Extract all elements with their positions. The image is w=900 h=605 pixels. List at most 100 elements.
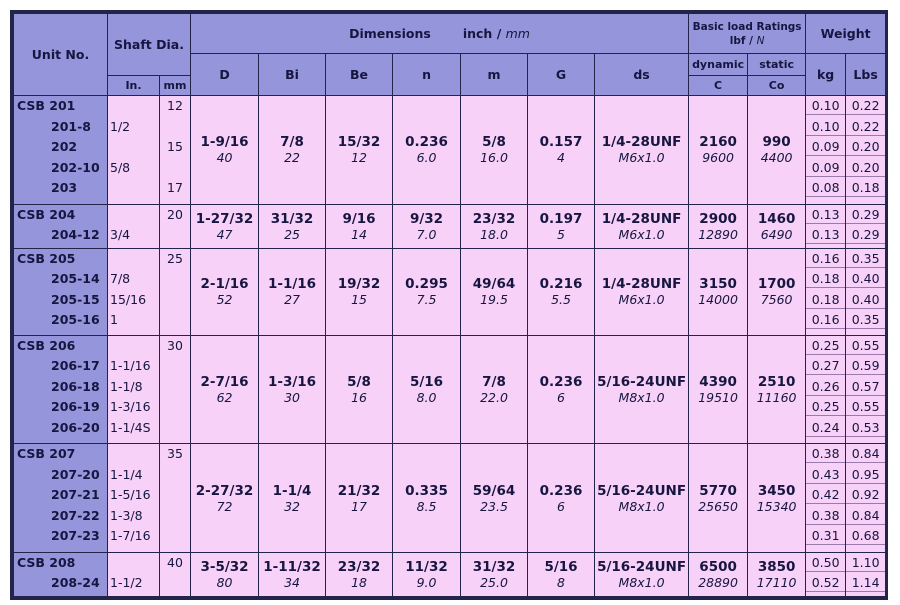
shaft-mm-value [161,397,190,418]
shaft-mm-value: 15 [167,139,183,154]
weight-kg-value: 0.31 [806,526,845,547]
unit-no: CSB 208 [17,554,76,570]
d-inch-value: 2-27/32 [195,482,254,499]
shaft-in-value [109,178,159,199]
m-metric-value: 22.0 [480,390,508,405]
dynamic-metric-value: 25650 [698,498,738,514]
shaft-in-value [109,205,159,225]
be-inch-value: 19/32 [337,276,381,293]
weight-lbs-value: 0.22 [846,96,885,116]
d-metric-value: 62 [216,390,233,405]
shaft-in-value [109,249,159,269]
shaft-mm-value [161,356,190,377]
static-inch-value: 3450 [757,482,796,499]
bi-inch-value: 31/32 [270,210,314,227]
weight-kg-cell: 0.16 0.18 0.18 0.16 [805,247,847,336]
unit-no: 207-21 [51,487,100,503]
weight-lbs-cell: 0.55 0.59 0.57 0.55 0.53 [845,334,887,445]
dynamic-inch-value: 3150 [699,276,737,293]
g-inch-value: 5/16 [544,558,578,575]
header-col-ds: ds [594,53,690,96]
unit-no-cell: CSB 206 206-17 206-18 206-19 206-20 [13,334,108,445]
unit-no: CSB 206 [17,337,76,353]
d-inch-value: 2-1/16 [200,276,249,293]
dim-cell-dynamic: 5770 25650 [688,443,749,553]
m-inch-value: 31/32 [472,558,516,575]
ds-metric-value: M6x1.0 [618,150,665,166]
static-inch-value: 2510 [757,374,796,390]
be-metric-value: 14 [351,226,367,242]
table-row: CSB 201 201-8 202 202-10 203 1/2 5/8 12 15 17 1-9/… [13,95,887,205]
weight-kg-value: 0.25 [806,336,845,356]
dim-cell-be: 23/32 18 [325,551,394,598]
shaft-in-value: 1-1/8 [110,378,143,394]
g-metric-value: 4 [557,150,565,166]
shaft-mm-value [161,573,190,594]
dim-cell-bi: 1-1/16 27 [258,247,327,336]
n-inch-value: 9/32 [409,210,444,227]
m-inch-value: 23/32 [472,210,516,227]
dim-cell-m: 5/8 16.0 [460,95,529,205]
static-inch-value: 1700 [757,276,796,293]
shaft-in-value: 1-1/4 [110,466,143,482]
n-inch-value: 11/32 [405,558,448,575]
n-inch-value: 0.295 [405,276,448,293]
bi-inch-value: 1-11/32 [263,558,321,575]
dim-cell-m: 7/8 22.0 [460,334,529,445]
shaft-in-value: 3/4 [110,227,131,243]
header-shaft-mm: mm [158,75,192,96]
static-metric-value: 17110 [756,574,797,590]
bi-inch-value: 1-3/16 [267,374,317,390]
unit-no: CSB 204 [17,206,76,222]
dim-cell-d: 2-27/32 72 [190,443,260,553]
unit-no: 202-10 [51,159,100,175]
unit-no: 205-15 [51,291,100,307]
dim-cell-n: 9/32 7.0 [392,203,462,249]
weight-lbs-value: 0.92 [846,485,885,506]
dim-cell-d: 2-1/16 52 [190,247,260,336]
g-inch-value: 0.216 [539,276,583,293]
dim-cell-static: 3450 15340 [747,443,807,553]
weight-lbs-cell: 0.35 0.40 0.40 0.35 [845,247,887,336]
weight-lbs-cell: 0.29 0.29 [845,203,887,249]
unit-no: CSB 201 [17,98,76,113]
unit-no: 206-20 [51,419,100,435]
dynamic-metric-value: 14000 [698,292,738,308]
shaft-mm-value: 40 [167,554,183,570]
d-metric-value: 80 [216,574,233,590]
bi-metric-value: 34 [284,574,300,590]
weight-lbs-value: 0.18 [846,178,885,199]
dim-cell-dynamic: 2160 9600 [688,95,749,205]
be-metric-value: 15 [351,292,367,308]
ds-metric-value: M8x1.0 [618,390,665,405]
shaft-mm-value [161,290,190,311]
bi-inch-value: 7/8 [280,134,304,151]
dim-cell-dynamic: 6500 28890 [688,551,749,598]
weight-kg-value: 0.18 [806,290,845,311]
shaft-mm-value: 20 [167,206,183,222]
dynamic-inch-value: 4390 [699,374,737,390]
dim-cell-ds: 1/4-28UNF M6x1.0 [594,95,690,205]
shaft-in-value [109,445,159,465]
weight-lbs-value: 0.57 [846,377,885,398]
dynamic-inch-value: 5770 [699,482,737,499]
shaft-in-value: 5/8 [110,159,131,175]
weight-kg-value: 0.52 [806,573,845,594]
dim-cell-be: 9/16 14 [325,203,394,249]
shaft-in-cell: 1-1/4 1-5/16 1-3/8 1-7/16 [107,443,160,553]
bi-inch-value: 1-1/16 [267,276,317,293]
m-metric-value: 16.0 [480,150,508,166]
table-row: CSB 204 204-12 3/4 20 1-27/32 47 31/32 25 9/16 14… [13,203,887,249]
n-metric-value: 8.5 [416,498,437,514]
weight-lbs-value: 0.40 [846,290,885,311]
shaft-mm-value [161,158,190,179]
ds-metric-value: M8x1.0 [618,498,665,514]
unit-no: 208-24 [51,575,100,591]
shaft-mm-cell: 20 [158,203,192,249]
m-metric-value: 18.0 [480,226,508,242]
shaft-in-cell: 7/8 15/16 1 [107,247,160,336]
m-metric-value: 23.5 [480,498,508,514]
be-inch-value: 5/8 [347,374,371,390]
n-metric-value: 7.0 [416,226,437,242]
dim-cell-bi: 31/32 25 [258,203,327,249]
